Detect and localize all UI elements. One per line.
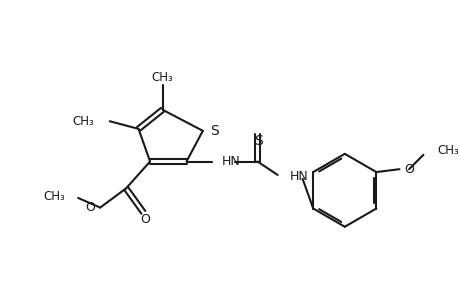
Text: S: S	[253, 134, 262, 148]
Text: O: O	[140, 213, 150, 226]
Text: S: S	[210, 124, 219, 138]
Text: CH₃: CH₃	[73, 115, 94, 128]
Text: CH₃: CH₃	[43, 190, 65, 202]
Text: O: O	[403, 163, 413, 176]
Text: O: O	[85, 201, 95, 214]
Text: HN: HN	[290, 170, 308, 183]
Text: CH₃: CH₃	[436, 145, 458, 158]
Text: CH₃: CH₃	[151, 70, 173, 84]
Text: HN: HN	[222, 155, 240, 168]
